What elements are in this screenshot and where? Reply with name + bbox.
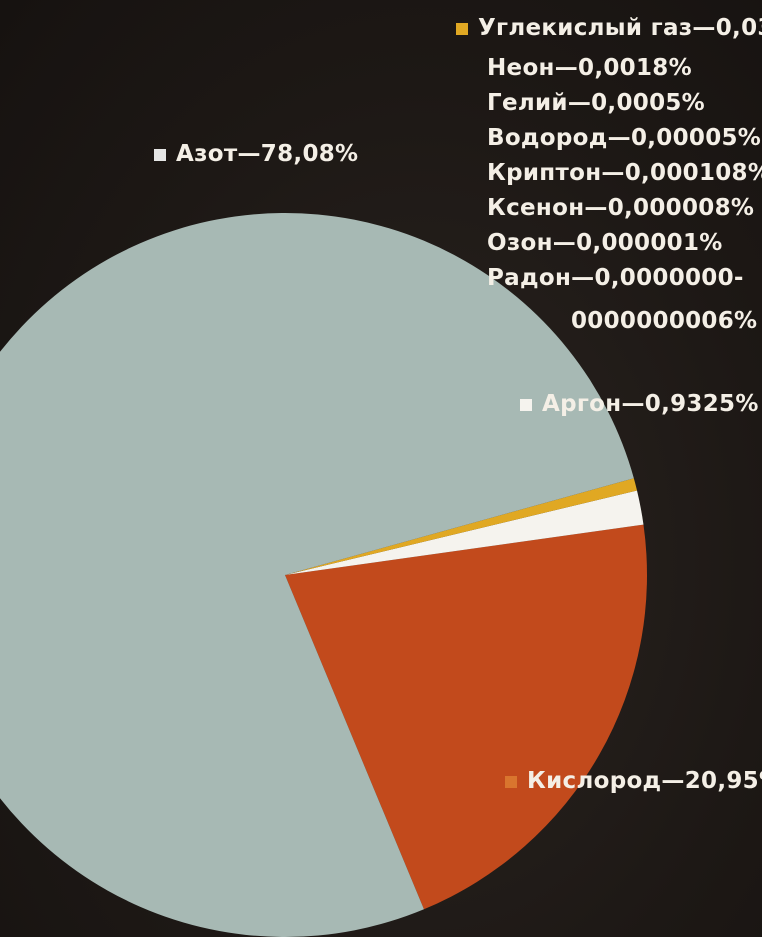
pie-slice-argon bbox=[285, 490, 644, 575]
legend-swatch-co2 bbox=[456, 22, 468, 35]
pie-slices bbox=[0, 213, 648, 937]
legend-swatch-oxygen bbox=[505, 775, 517, 788]
legend-label-neon: Неон—0,0018% bbox=[487, 55, 692, 81]
legend-label-xenon: Ксенон—0,000008% bbox=[487, 195, 755, 221]
legend-label-hydrogen: Водород—0,00005% bbox=[487, 125, 762, 151]
pie-slice-nitrogen bbox=[0, 213, 634, 937]
pie-slice-oxygen bbox=[285, 524, 648, 910]
legend-label-krypton: Криптон—0,000108% bbox=[487, 160, 762, 186]
legend-label-ozone: Озон—0,000001% bbox=[487, 230, 723, 256]
legend-swatch-nitrogen bbox=[154, 148, 166, 161]
pie-slice-co2 bbox=[285, 478, 637, 575]
legend-label-oxygen: Кислород—20,95% bbox=[527, 768, 762, 794]
legend-label-helium: Гелий—0,0005% bbox=[487, 90, 706, 116]
legend-item-argon: Аргон—0,9325% bbox=[520, 393, 759, 416]
legend-label-co2: Углекислый газ—0,03% bbox=[478, 15, 762, 41]
legend-item-co2: Углекислый газ—0,03% bbox=[456, 17, 762, 40]
legend-item-oxygen: Кислород—20,95% bbox=[505, 770, 762, 793]
legend-item-nitrogen: Азот—78,08% bbox=[154, 143, 358, 166]
legend-swatch-argon bbox=[520, 398, 532, 411]
legend-label-radon: Радон—0,0000000- bbox=[487, 265, 744, 291]
legend-label-radon-cont: 0000000006% bbox=[571, 308, 758, 334]
legend-label-nitrogen: Азот—78,08% bbox=[176, 141, 359, 167]
legend-label-argon: Аргон—0,9325% bbox=[542, 391, 759, 417]
